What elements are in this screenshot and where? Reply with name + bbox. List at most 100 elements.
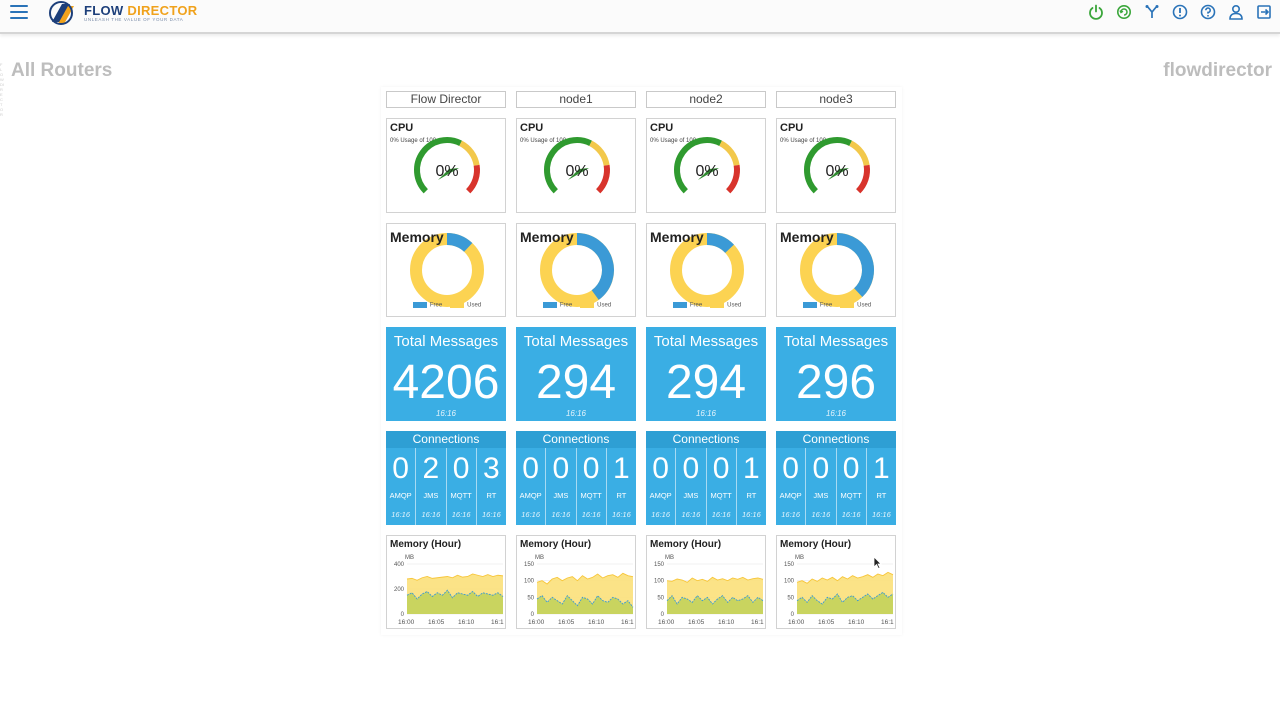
cpu-card: CPU 0% Usage of 100 0% [386, 118, 506, 213]
connection-cell[interactable]: 0 AMQP 16:16 [776, 448, 807, 525]
memory-legend: Free Used [387, 302, 505, 309]
total-messages-tile[interactable]: Total Messages 294 16:16 [646, 327, 766, 421]
free-line [796, 591, 894, 605]
total-messages-tile[interactable]: Total Messages 294 16:16 [516, 327, 636, 421]
free-line [406, 589, 504, 600]
connection-time: 16:16 [811, 510, 831, 519]
legend-free-label: Free [819, 302, 833, 309]
connection-cell[interactable]: 0 AMQP 16:16 [516, 448, 547, 525]
memory-hour-plot: 150 100 50 0 [524, 562, 634, 618]
connection-cell[interactable]: 3 RT 16:16 [477, 448, 506, 525]
memory-legend: Free Used [647, 302, 765, 309]
app-logo[interactable]: FLOW DIRECTOR UNLEASH THE VALUE OF YOUR … [44, 0, 197, 26]
connection-cell[interactable]: 1 RT 16:16 [867, 448, 896, 525]
x-tick-label: 16:10 [718, 619, 735, 626]
y-tick-label: 400 [394, 562, 405, 568]
memory-hour-title: Memory (Hour) [520, 539, 592, 550]
memory-donut [800, 233, 874, 307]
connection-time: 16:16 [481, 510, 501, 519]
connection-cell[interactable]: 0 JMS 16:16 [806, 448, 837, 525]
connection-cell[interactable]: 0 AMQP 16:16 [386, 448, 417, 525]
connections-tile[interactable]: Connections 0 AMQP 16:16 0 JMS 16:16 0 MQTT 16:16… [516, 431, 636, 525]
connection-cell[interactable]: 1 RT 16:16 [737, 448, 766, 525]
total-messages-value: 4206 [392, 356, 500, 409]
y-tick-label: 100 [784, 579, 795, 585]
connections-tile[interactable]: Connections 0 AMQP 16:16 2 JMS 16:16 0 MQTT 16:16… [386, 431, 506, 525]
memory-hour-title: Memory (Hour) [780, 539, 852, 550]
connection-cell[interactable]: 0 MQTT 16:16 [447, 448, 477, 525]
connection-cell[interactable]: 0 MQTT 16:16 [577, 448, 607, 525]
connection-cell[interactable]: 0 MQTT 16:16 [707, 448, 737, 525]
total-messages-tile[interactable]: Total Messages 296 16:16 [776, 327, 896, 421]
gauge-needle [828, 168, 849, 180]
connection-time: 16:16 [871, 510, 891, 519]
gauge-band [855, 164, 870, 194]
cpu-gauge [544, 137, 610, 194]
x-tick-label: 16:10 [848, 619, 865, 626]
legend-swatch-used [840, 302, 855, 308]
connection-cell[interactable]: 1 RT 16:16 [607, 448, 636, 525]
connection-cell[interactable]: 2 JMS 16:16 [416, 448, 447, 525]
memory-hour-title: Memory (Hour) [650, 539, 722, 550]
memory-legend: Free Used [517, 302, 635, 309]
x-tick-label: 16:1 [491, 619, 504, 626]
help-icon[interactable] [1198, 2, 1218, 22]
logo-name: FLOW DIRECTOR [84, 2, 198, 18]
power-icon[interactable] [1086, 2, 1106, 22]
logout-icon[interactable] [1254, 2, 1274, 22]
memory-card: Memory Free Used [516, 223, 636, 317]
free-area [537, 595, 633, 614]
connection-cell[interactable]: 0 AMQP 16:16 [646, 448, 677, 525]
router-name: Flow Director [386, 91, 506, 108]
connections-tile[interactable]: Connections 0 AMQP 16:16 0 JMS 16:16 0 MQTT 16:16… [776, 431, 896, 525]
connection-time: 16:16 [611, 510, 631, 519]
x-tick-label: 16:00 [788, 619, 805, 626]
legend-free-label: Free [429, 302, 443, 309]
memory-card: Memory Free Used [386, 223, 506, 317]
legend-used-label: Used [467, 302, 482, 309]
alert-icon[interactable] [1170, 2, 1190, 22]
memory-used-slice [410, 233, 484, 307]
total-messages-title: Total Messages [653, 333, 759, 350]
user-icon[interactable] [1226, 2, 1246, 22]
total-messages-tile[interactable]: Total Messages 4206 16:16 [386, 327, 506, 421]
connection-time: 16:16 [841, 510, 861, 519]
connection-time: 16:16 [651, 510, 671, 519]
menu-icon[interactable] [10, 5, 28, 19]
page-title: All Routers [11, 60, 113, 81]
connection-time: 16:16 [421, 510, 441, 519]
memory-hour-chart: Memory (Hour) MB 150 100 50 0 16:00 16:05 16:10 1… [646, 535, 766, 629]
legend-swatch-used [450, 302, 465, 308]
total-messages-time: 16:16 [695, 409, 717, 418]
y-tick-label: 100 [524, 579, 535, 585]
memory-hour-unit: MB [795, 555, 804, 561]
legend-used: Used [450, 302, 481, 309]
connections-title: Connections [386, 431, 506, 448]
x-tick-label: 16:05 [558, 619, 575, 626]
memory-legend: Free Used [777, 302, 895, 309]
connections-cells: 0 AMQP 16:16 2 JMS 16:16 0 MQTT 16:16 3 RT 16:16 [386, 448, 506, 525]
total-messages-value: 294 [665, 356, 747, 409]
used-line [406, 573, 504, 581]
refresh-icon[interactable] [1114, 2, 1134, 22]
memory-hour-plot: 150 100 50 0 [654, 562, 764, 618]
legend-used: Used [840, 302, 871, 309]
legend-swatch-used [710, 302, 725, 308]
connection-cell[interactable]: 0 MQTT 16:16 [837, 448, 867, 525]
gauge-band [544, 137, 592, 194]
connection-cell[interactable]: 0 JMS 16:16 [546, 448, 577, 525]
fork-icon[interactable] [1142, 2, 1162, 22]
x-tick-label: 16:10 [458, 619, 475, 626]
legend-swatch-free [542, 302, 557, 308]
side-vertical-label: FLOWDIRECTOR [0, 62, 4, 117]
legend-free: Free [542, 302, 572, 309]
cpu-usage-caption: 0% Usage of 100 [390, 138, 437, 144]
cpu-usage-caption: 0% Usage of 100 [780, 138, 827, 144]
connection-protocol: AMQP [519, 491, 542, 500]
connection-time: 16:16 [741, 510, 761, 519]
connections-tile[interactable]: Connections 0 AMQP 16:16 0 JMS 16:16 0 MQTT 16:16… [646, 431, 766, 525]
memory-hour-chart: Memory (Hour) MB 150 100 50 0 16:00 16:05 16:10 1… [516, 535, 636, 629]
connection-time: 16:16 [781, 510, 801, 519]
memory-title: Memory [520, 229, 574, 245]
connection-cell[interactable]: 0 JMS 16:16 [676, 448, 707, 525]
